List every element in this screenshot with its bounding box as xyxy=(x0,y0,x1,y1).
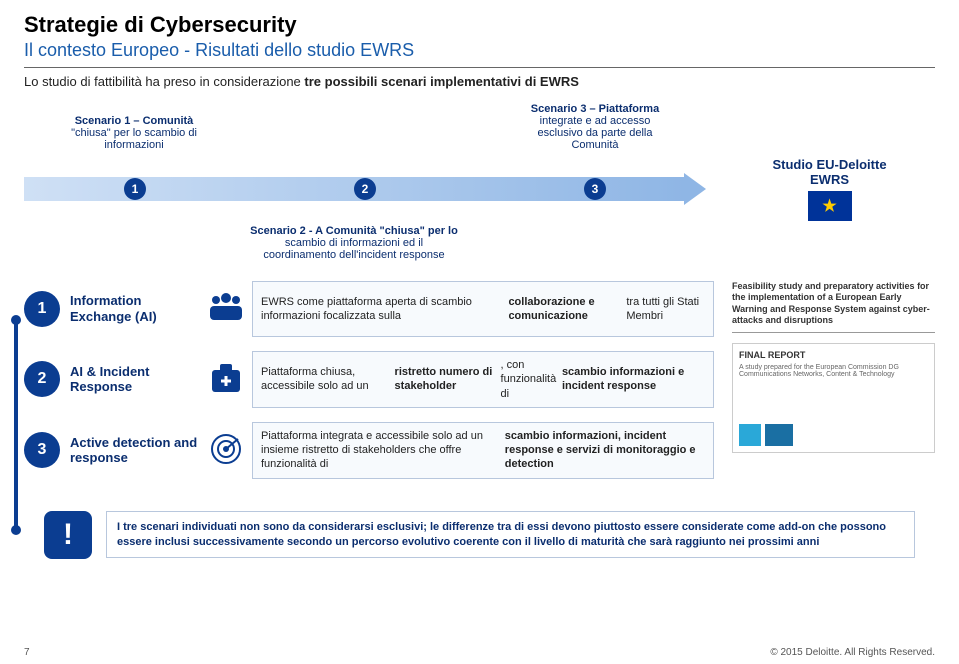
scenario1-label: Scenario 1 – Comunità "chiusa" per lo sc… xyxy=(24,115,244,151)
item-desc-2: Piattaforma chiusa, accessibile solo ad … xyxy=(252,351,714,408)
scenario3-l3: esclusivo da parte della xyxy=(538,127,653,139)
final-report-label: FINAL REPORT xyxy=(739,350,928,360)
scenario3-label: Scenario 3 – Piattaforma integrate e ad … xyxy=(495,103,695,151)
people-icon xyxy=(200,288,252,331)
eu-flag-icon: ★ xyxy=(808,191,852,221)
medical-icon xyxy=(200,358,252,401)
page-subtitle: Il contesto Europeo - Risultati dello st… xyxy=(24,40,935,61)
item-row-2: 2 AI & Incident Response Piattaforma chi… xyxy=(24,351,714,408)
item-title-3: Active detection and response xyxy=(70,435,200,466)
arrow-head-icon xyxy=(684,173,706,205)
scenario2-l2: scambio di informazioni ed il xyxy=(285,237,423,249)
warning-icon: ! xyxy=(44,511,92,559)
footer: 7 © 2015 Deloitte. All Rights Reserved. xyxy=(0,647,959,658)
scenario2-title: Scenario 2 - A Comunità "chiusa" per lo xyxy=(250,225,458,237)
warning-text: I tre scenari individuati non sono da co… xyxy=(106,511,915,559)
studio-box: Studio EU-Deloitte EWRS ★ xyxy=(724,157,935,221)
items-section: 1 Information Exchange (AI) EWRS come pi… xyxy=(24,281,935,493)
final-report-sub: A study prepared for the European Commis… xyxy=(739,364,928,378)
item-row-3: 3 Active detection and response Piattafo… xyxy=(24,422,714,479)
scenario3-title: Scenario 3 – Piattaforma xyxy=(495,103,695,115)
item-num-1: 1 xyxy=(24,291,60,327)
arrow-num-3: 3 xyxy=(584,178,606,200)
feasibility-box: Feasibility study and preparatory activi… xyxy=(732,281,935,333)
intro-text: Lo studio di fattibilità ha preso in con… xyxy=(24,74,935,89)
warning-row: ! I tre scenari individuati non sono da … xyxy=(24,511,935,559)
scenario2-label: Scenario 2 - A Comunità "chiusa" per lo … xyxy=(24,225,684,261)
report-logo-icon xyxy=(739,424,793,446)
studio-l2: EWRS xyxy=(724,172,935,187)
final-report-box: FINAL REPORT A study prepared for the Eu… xyxy=(732,343,935,453)
radar-icon xyxy=(200,429,252,472)
studio-l1: Studio EU-Deloitte xyxy=(724,157,935,172)
arrow-row: 1 2 3 Studio EU-Deloitte EWRS ★ xyxy=(24,157,935,221)
scenario-header-row: Scenario 1 – Comunità "chiusa" per lo sc… xyxy=(24,103,935,151)
item-title-2: AI & Incident Response xyxy=(70,364,200,395)
footer-copy: © 2015 Deloitte. All Rights Reserved. xyxy=(770,647,935,658)
item-title-1: Information Exchange (AI) xyxy=(70,293,200,324)
arrow-bar: 1 2 3 xyxy=(24,177,684,201)
item-num-2: 2 xyxy=(24,361,60,397)
scenario2-l3: coordinamento dell'incident response xyxy=(263,249,444,261)
item-desc-1: EWRS come piattaforma aperta di scambio … xyxy=(252,281,714,337)
intro-bold: tre possibili scenari implementativi di … xyxy=(304,74,579,89)
scenario1-l3: informazioni xyxy=(104,139,163,151)
items-right: Feasibility study and preparatory activi… xyxy=(714,281,935,493)
left-accent-bar xyxy=(14,320,18,530)
scenario3-l2: integrate e ad accesso xyxy=(540,115,651,127)
item-row-1: 1 Information Exchange (AI) EWRS come pi… xyxy=(24,281,714,337)
arrow-num-2: 2 xyxy=(354,178,376,200)
item-desc-3: Piattaforma integrata e accessibile solo… xyxy=(252,422,714,479)
item-num-3: 3 xyxy=(24,432,60,468)
scenario3-l4: Comunità xyxy=(571,139,618,151)
feasibility-title: Feasibility study and preparatory activi… xyxy=(732,281,935,326)
footer-page: 7 xyxy=(24,647,30,658)
items-left: 1 Information Exchange (AI) EWRS come pi… xyxy=(24,281,714,493)
intro-pre: Lo studio di fattibilità ha preso in con… xyxy=(24,74,304,89)
divider xyxy=(24,67,935,68)
arrow-num-1: 1 xyxy=(124,178,146,200)
scenario1-l2: "chiusa" per lo scambio di xyxy=(71,127,197,139)
page-title: Strategie di Cybersecurity xyxy=(24,12,935,38)
scenario1-title: Scenario 1 – Comunità xyxy=(24,115,244,127)
